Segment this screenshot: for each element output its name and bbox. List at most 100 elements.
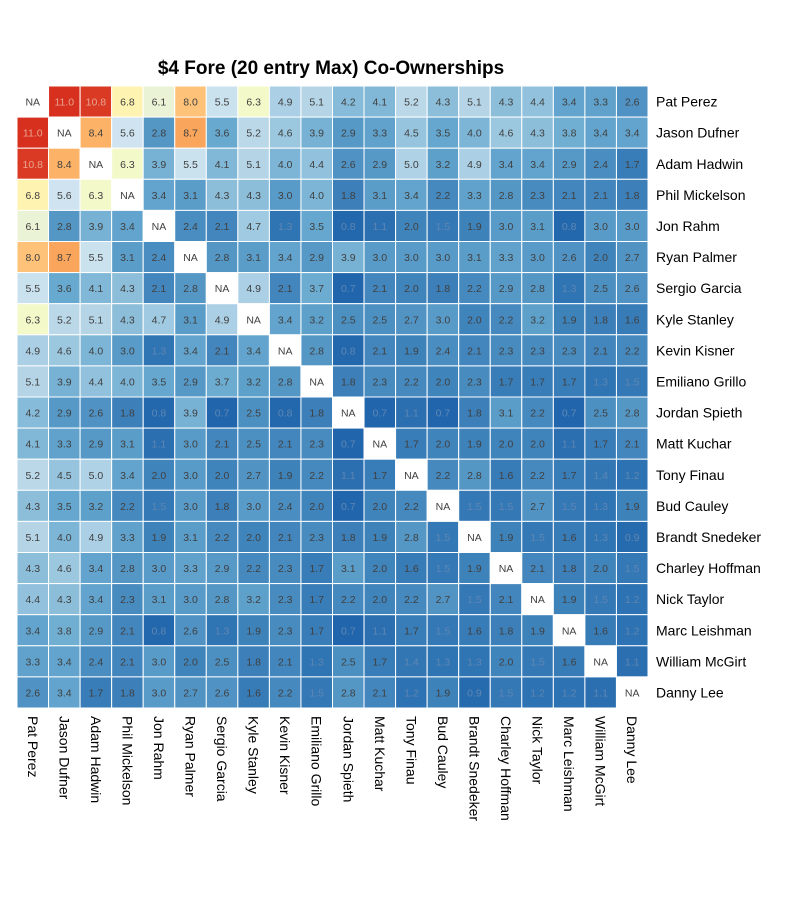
cell-value-label: 1.5 <box>467 594 482 606</box>
cell-value-label: 3.0 <box>499 221 514 233</box>
heatmap-cell <box>615 489 649 522</box>
heatmap-cell <box>205 178 239 211</box>
cell-value-label: 3.3 <box>57 439 72 451</box>
cell-value-label: 2.0 <box>373 594 388 606</box>
cell-value-label: 1.7 <box>309 625 324 637</box>
cell-value-label: 2.1 <box>625 439 640 451</box>
cell-value-label: 3.0 <box>152 687 167 699</box>
cell-value-label: 2.3 <box>309 532 324 544</box>
cell-value-label: 5.0 <box>89 470 104 482</box>
heatmap-cell <box>426 396 460 429</box>
cell-value-label: 1.3 <box>309 656 324 668</box>
heatmap-cell <box>142 552 176 585</box>
cell-value-label: 0.8 <box>152 625 167 637</box>
heatmap-cell <box>489 85 523 118</box>
cell-value-label: 3.3 <box>467 190 482 202</box>
cell-value-label: 4.6 <box>278 128 293 140</box>
heatmap-cell <box>395 178 428 211</box>
cell-value-label: 3.7 <box>215 376 230 388</box>
cell-value-label: 3.3 <box>120 532 135 544</box>
cell-value-label: 2.2 <box>530 470 545 482</box>
heatmap-cell <box>142 614 176 647</box>
cell-value-label: 2.5 <box>341 656 356 668</box>
cell-value-label: 2.5 <box>246 408 261 420</box>
heatmap-cell <box>174 147 207 180</box>
cell-value-label: 1.7 <box>373 656 388 668</box>
heatmap-cell <box>237 85 270 118</box>
cell-value-label: 6.8 <box>120 97 135 109</box>
cell-value-label: 4.1 <box>89 283 104 295</box>
cell-value-label: 2.1 <box>530 563 545 575</box>
heatmap-cell <box>48 334 81 367</box>
heatmap-cell <box>268 116 302 149</box>
column-label: William McGirt <box>593 716 609 806</box>
heatmap-cell <box>489 334 523 367</box>
cell-value-label: 2.3 <box>530 345 545 357</box>
heatmap-cell <box>489 147 523 180</box>
cell-value-label: 4.9 <box>25 345 40 357</box>
cell-value-label: 2.3 <box>499 345 514 357</box>
heatmap-cell <box>458 583 491 616</box>
cell-value-label: 4.6 <box>57 345 72 357</box>
cell-value-label: NA <box>215 283 230 295</box>
cell-value-label: 2.0 <box>152 470 167 482</box>
heatmap-cell <box>174 178 207 211</box>
cell-value-label: 5.1 <box>309 97 324 109</box>
cell-value-label: 2.0 <box>373 501 388 513</box>
cell-value-label: 2.8 <box>183 283 198 295</box>
row-label: Pat Perez <box>656 94 717 110</box>
cell-value-label: 2.5 <box>215 656 230 668</box>
heatmap-cell <box>237 552 270 585</box>
heatmap-cell <box>16 116 50 149</box>
cell-value-label: 3.3 <box>25 656 40 668</box>
cell-value-label: 2.2 <box>404 594 419 606</box>
cell-value-label: NA <box>309 376 324 388</box>
row-label: Phil Mickelson <box>656 187 745 203</box>
heatmap-cell <box>268 209 302 242</box>
cell-value-label: 2.7 <box>183 687 198 699</box>
cell-value-label: 2.8 <box>625 408 640 420</box>
heatmap-cell <box>174 334 207 367</box>
cell-value-label: 6.1 <box>25 221 40 233</box>
heatmap-cell <box>48 365 81 398</box>
heatmap-cell <box>489 458 523 491</box>
heatmap-cell <box>142 303 176 336</box>
cell-value-label: 4.3 <box>120 283 135 295</box>
cell-value-label: 6.3 <box>246 97 261 109</box>
column-label: Matt Kuchar <box>372 716 388 792</box>
cell-value-label: 3.9 <box>57 376 72 388</box>
heatmap-cell <box>332 458 365 491</box>
cell-value-label: 2.1 <box>593 190 608 202</box>
cell-value-label: 2.2 <box>530 408 545 420</box>
heatmap-cell <box>615 303 649 336</box>
heatmap-cell <box>521 365 554 398</box>
cell-value-label: 1.7 <box>499 376 514 388</box>
heatmap-cell <box>521 520 554 554</box>
column-label: Jon Rahm <box>151 716 167 780</box>
cell-value-label: 10.8 <box>23 159 44 171</box>
heatmap-cell <box>48 116 81 149</box>
cell-value-label: NA <box>183 252 198 264</box>
heatmap-cell <box>300 458 334 491</box>
row-label: Tony Finau <box>656 467 724 483</box>
cell-value-label: 3.8 <box>57 625 72 637</box>
heatmap-cell <box>205 272 239 305</box>
heatmap-cell <box>268 365 302 398</box>
heatmap-cell <box>489 520 523 554</box>
cell-value-label: 1.5 <box>625 376 640 388</box>
chart-title: $4 Fore (20 entry Max) Co-Ownerships <box>158 58 504 79</box>
cell-value-label: 3.4 <box>25 625 40 637</box>
heatmap-cell <box>489 583 523 616</box>
cell-value-label: NA <box>467 532 482 544</box>
cell-value-label: 1.9 <box>278 470 293 482</box>
column-label: Adam Hadwin <box>88 716 104 803</box>
cell-value-label: 3.9 <box>309 128 324 140</box>
cell-value-label: 2.8 <box>57 221 72 233</box>
cell-value-label: 0.9 <box>467 687 482 699</box>
cell-value-label: 3.9 <box>183 408 198 420</box>
cell-value-label: 3.4 <box>152 190 167 202</box>
cell-value-label: 1.5 <box>499 501 514 513</box>
heatmap-cell <box>16 427 50 460</box>
cell-value-label: 2.8 <box>404 532 419 544</box>
